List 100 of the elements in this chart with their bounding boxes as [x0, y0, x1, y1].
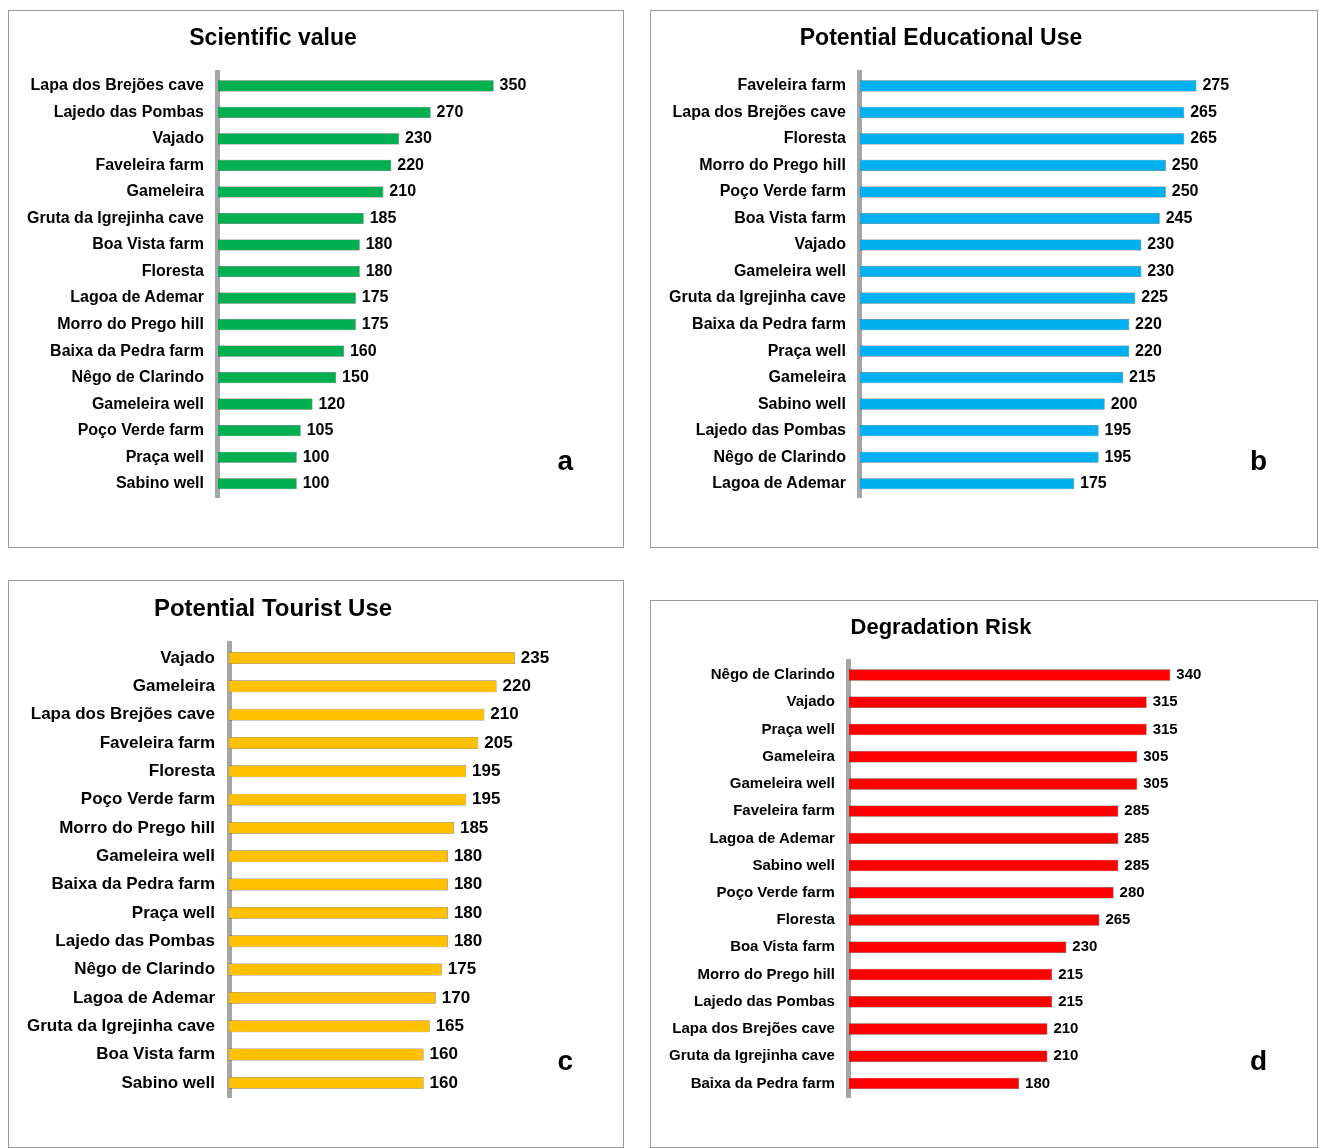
data-label: 160: [429, 1072, 458, 1092]
data-label: 245: [1165, 208, 1193, 226]
data-label: 170: [441, 987, 471, 1007]
data-label: 265: [1105, 910, 1131, 928]
data-label: 280: [1119, 882, 1145, 900]
y-tick-label: Nêgo de Clarindo: [71, 368, 205, 386]
y-tick-label: Lagoa de Ademar: [709, 828, 836, 846]
y-tick-label: Lapa dos Brejões cave: [672, 1019, 835, 1037]
y-tick-label: Sabino well: [121, 1072, 216, 1092]
y-tick-label: Gameleira: [132, 675, 216, 695]
data-label: 100: [302, 447, 330, 465]
y-tick-label: Lajedo das Pombas: [694, 991, 835, 1009]
data-label: 210: [1053, 1046, 1079, 1064]
data-label: 285: [1124, 855, 1150, 873]
data-label: 195: [472, 760, 501, 780]
y-tick-label: Nêgo de Clarindo: [713, 447, 847, 465]
data-label: 250: [1171, 182, 1199, 200]
data-label: 100: [302, 474, 330, 492]
y-tick-label: Vajado: [160, 647, 216, 667]
y-tick-label: Sabino well: [757, 394, 846, 412]
data-label: 250: [1171, 155, 1199, 173]
y-tick-label: Baixa da Pedra farm: [50, 341, 204, 359]
y-tick-label: Lagoa de Ademar: [712, 474, 846, 492]
y-tick-label: Faveleira farm: [99, 732, 216, 752]
data-label: 235: [520, 647, 550, 667]
data-label: 180: [365, 235, 393, 253]
y-tick-label: Faveleira farm: [733, 801, 835, 819]
data-label: 285: [1124, 801, 1150, 819]
y-tick-label: Boa Vista farm: [730, 937, 835, 955]
data-label: 175: [361, 314, 389, 332]
y-tick-label: Baixa da Pedra farm: [692, 314, 846, 332]
data-label: 215: [1058, 964, 1084, 982]
text: a: [557, 445, 573, 477]
text: b: [1249, 445, 1267, 477]
y-tick-label: Lapa dos Brejões cave: [30, 704, 216, 724]
y-tick-label: Baixa da Pedra farm: [51, 874, 216, 894]
data-label: 230: [1147, 261, 1175, 279]
text: d: [1249, 1045, 1267, 1077]
y-tick-label: Vajado: [152, 129, 205, 147]
y-tick-label: Nêgo de Clarindo: [710, 665, 835, 683]
data-label: 220: [1135, 341, 1162, 359]
data-label: 180: [1025, 1073, 1051, 1091]
data-label: 160: [429, 1044, 458, 1064]
data-label: 165: [435, 1015, 465, 1035]
data-label: 180: [453, 930, 483, 950]
y-tick-label: Poço Verde farm: [77, 421, 204, 439]
y-tick-label: Gameleira: [762, 746, 836, 764]
data-label: 220: [1135, 314, 1162, 332]
y-tick-label: Gruta da Igrejinha cave: [27, 208, 205, 226]
y-tick-label: Gameleira well: [95, 845, 216, 865]
y-tick-label: Gruta da Igrejinha cave: [669, 288, 847, 306]
data-label: 305: [1143, 774, 1169, 792]
y-tick-label: Sabino well: [115, 474, 204, 492]
y-tick-label: Baixa da Pedra farm: [690, 1073, 835, 1091]
y-tick-label: Morro do Prego hill: [697, 964, 835, 982]
y-tick-label: Lajedo das Pombas: [53, 102, 205, 120]
y-tick-label: Floresta: [783, 129, 847, 147]
y-tick-label: Morro do Prego hill: [59, 817, 216, 837]
y-tick-label: Floresta: [148, 760, 216, 780]
data-label: 220: [502, 675, 531, 695]
y-tick-label: Gameleira: [126, 182, 205, 200]
y-tick-label: Sabino well: [752, 855, 835, 873]
y-tick-label: Vajado: [794, 235, 847, 253]
y-tick-label: Praça well: [125, 447, 204, 465]
y-tick-label: Gameleira: [768, 368, 847, 386]
y-tick-label: Praça well: [761, 719, 835, 737]
y-tick-label: Praça well: [131, 902, 216, 922]
data-label: 210: [389, 182, 417, 200]
data-label: 205: [484, 732, 513, 752]
data-label: 220: [397, 155, 425, 173]
y-tick-label: Boa Vista farm: [734, 208, 846, 226]
data-label: 185: [459, 817, 489, 837]
data-label: 265: [1190, 102, 1217, 120]
data-label: 230: [1147, 235, 1175, 253]
chart-title: Potential Tourist Use: [153, 594, 393, 622]
data-label: 200: [1110, 394, 1138, 412]
y-tick-label: Faveleira farm: [95, 155, 204, 173]
data-label: 340: [1176, 665, 1202, 683]
y-tick-label: Lagoa de Ademar: [70, 288, 204, 306]
data-label: 180: [365, 261, 393, 279]
data-label: 180: [453, 874, 483, 894]
data-label: 195: [1104, 421, 1132, 439]
data-label: 230: [405, 129, 432, 147]
y-tick-label: Lajedo das Pombas: [55, 930, 216, 950]
y-tick-label: Poço Verde farm: [80, 789, 216, 809]
data-label: 195: [472, 789, 501, 809]
data-label: 120: [318, 394, 346, 412]
data-label: 175: [1080, 474, 1107, 492]
data-label: 175: [361, 288, 389, 306]
y-tick-label: Nêgo de Clarindo: [74, 959, 216, 979]
y-tick-label: Gameleira well: [733, 261, 846, 279]
data-label: 150: [342, 368, 369, 386]
data-label: 105: [306, 421, 334, 439]
y-tick-label: Praça well: [767, 341, 846, 359]
y-tick-label: Poço Verde farm: [716, 882, 835, 900]
data-label: 185: [369, 208, 397, 226]
y-tick-label: Boa Vista farm: [96, 1044, 216, 1064]
chart-title: Potential Educational Use: [799, 24, 1083, 51]
data-label: 350: [499, 76, 527, 94]
y-tick-label: Vajado: [786, 692, 835, 710]
